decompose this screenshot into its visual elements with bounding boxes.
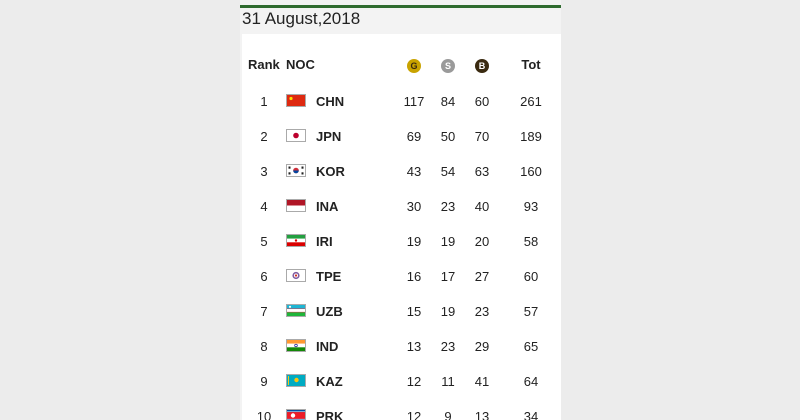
total-count: 160 — [520, 164, 542, 179]
table-header-row: Rank NOC G S B Tot — [242, 50, 561, 80]
gold-count: 43 — [406, 164, 422, 179]
bronze-count: 60 — [474, 94, 490, 109]
noc-cell: JPN — [316, 129, 342, 144]
silver-count: 23 — [440, 199, 456, 214]
silver-header: S — [428, 50, 468, 80]
gold-count: 15 — [406, 304, 422, 319]
total-count: 57 — [523, 304, 539, 319]
noc-cell: UZB — [316, 304, 343, 319]
table-row: 9 KAZ 12 11 41 64 — [242, 367, 561, 397]
date-label: 31 August,2018 — [242, 9, 361, 28]
gold-medal-icon: G — [407, 58, 421, 73]
table-row: 1 CHN 117 84 60 261 — [242, 87, 561, 117]
silver-count: 19 — [440, 234, 456, 249]
medal-table: Rank NOC G S B Tot 1 CHN 117 84 60 261 2 JPN 69 5… — [242, 34, 561, 420]
bronze-count: 20 — [474, 234, 490, 249]
bronze-count: 41 — [474, 374, 490, 389]
iran-flag-icon — [286, 234, 306, 247]
japan-flag-icon — [286, 129, 306, 142]
noc-cell: KOR — [316, 164, 345, 179]
gold-count: 19 — [406, 234, 422, 249]
noc-header: NOC — [286, 57, 315, 72]
noc-cell: IRI — [316, 234, 333, 249]
rank-cell: 6 — [260, 269, 268, 284]
table-row: 5 IRI 19 19 20 58 — [242, 227, 561, 257]
bronze-medal-icon: B — [475, 58, 489, 73]
north-korea-flag-icon — [286, 409, 306, 420]
rank-cell: 4 — [260, 199, 268, 214]
rank-cell: 3 — [260, 164, 268, 179]
rank-cell: 1 — [260, 94, 268, 109]
silver-count: 84 — [440, 94, 456, 109]
bronze-header: B — [462, 50, 502, 80]
silver-count: 11 — [441, 374, 455, 389]
total-count: 34 — [523, 409, 539, 420]
total-header: Tot — [521, 57, 541, 72]
bronze-count: 70 — [474, 129, 490, 144]
rank-cell: 8 — [260, 339, 268, 354]
india-flag-icon — [286, 339, 306, 352]
table-row: 2 JPN 69 50 70 189 — [242, 122, 561, 152]
gold-count: 69 — [406, 129, 422, 144]
table-row: 6 TPE 16 17 27 60 — [242, 262, 561, 292]
gold-count: 16 — [406, 269, 422, 284]
rank-header: Rank — [248, 57, 280, 72]
silver-count: 17 — [440, 269, 456, 284]
silver-count: 50 — [440, 129, 456, 144]
uzbekistan-flag-icon — [286, 304, 306, 317]
rank-cell: 10 — [256, 409, 272, 420]
bronze-count: 29 — [474, 339, 490, 354]
gold-count: 30 — [406, 199, 422, 214]
bronze-count: 40 — [474, 199, 490, 214]
total-count: 58 — [523, 234, 539, 249]
gold-count: 13 — [406, 339, 422, 354]
bronze-count: 27 — [474, 269, 490, 284]
table-row: 8 IND 13 23 29 65 — [242, 332, 561, 362]
bronze-count: 13 — [474, 409, 490, 420]
table-row: 7 UZB 15 19 23 57 — [242, 297, 561, 327]
silver-medal-icon: S — [441, 58, 455, 73]
silver-count: 9 — [444, 409, 452, 420]
gold-count: 12 — [406, 409, 422, 420]
noc-cell: IND — [316, 339, 339, 354]
silver-count: 19 — [440, 304, 456, 319]
bronze-count: 63 — [474, 164, 490, 179]
rank-cell: 2 — [260, 129, 268, 144]
rank-cell: 5 — [260, 234, 268, 249]
rank-cell: 9 — [260, 374, 268, 389]
gold-count: 12 — [406, 374, 422, 389]
noc-cell: INA — [316, 199, 339, 214]
table-row: 10 PRK 12 9 13 34 — [242, 402, 561, 420]
silver-count: 54 — [440, 164, 456, 179]
total-count: 65 — [523, 339, 539, 354]
table-row: 4 INA 30 23 40 93 — [242, 192, 561, 222]
indonesia-flag-icon — [286, 199, 306, 212]
noc-cell: KAZ — [316, 374, 343, 389]
china-flag-icon — [286, 94, 306, 107]
noc-cell: PRK — [316, 409, 344, 420]
total-count: 64 — [523, 374, 539, 389]
total-count: 60 — [523, 269, 539, 284]
header-divider — [240, 5, 561, 8]
table-row: 3 KOR 43 54 63 160 — [242, 157, 561, 187]
chinese-taipei-flag-icon — [286, 269, 306, 282]
korea-flag-icon — [286, 164, 306, 177]
total-count: 261 — [520, 94, 542, 109]
total-count: 189 — [520, 129, 542, 144]
gold-count: 117 — [403, 94, 425, 109]
medal-table-panel: 31 August,2018 Rank NOC G S B Tot 1 CHN 11… — [240, 0, 561, 420]
silver-count: 23 — [440, 339, 456, 354]
total-count: 93 — [523, 199, 539, 214]
kazakhstan-flag-icon — [286, 374, 306, 387]
noc-cell: TPE — [316, 269, 342, 284]
noc-cell: CHN — [316, 94, 345, 109]
bronze-count: 23 — [474, 304, 490, 319]
gold-header: G — [394, 50, 434, 80]
rank-cell: 7 — [260, 304, 268, 319]
